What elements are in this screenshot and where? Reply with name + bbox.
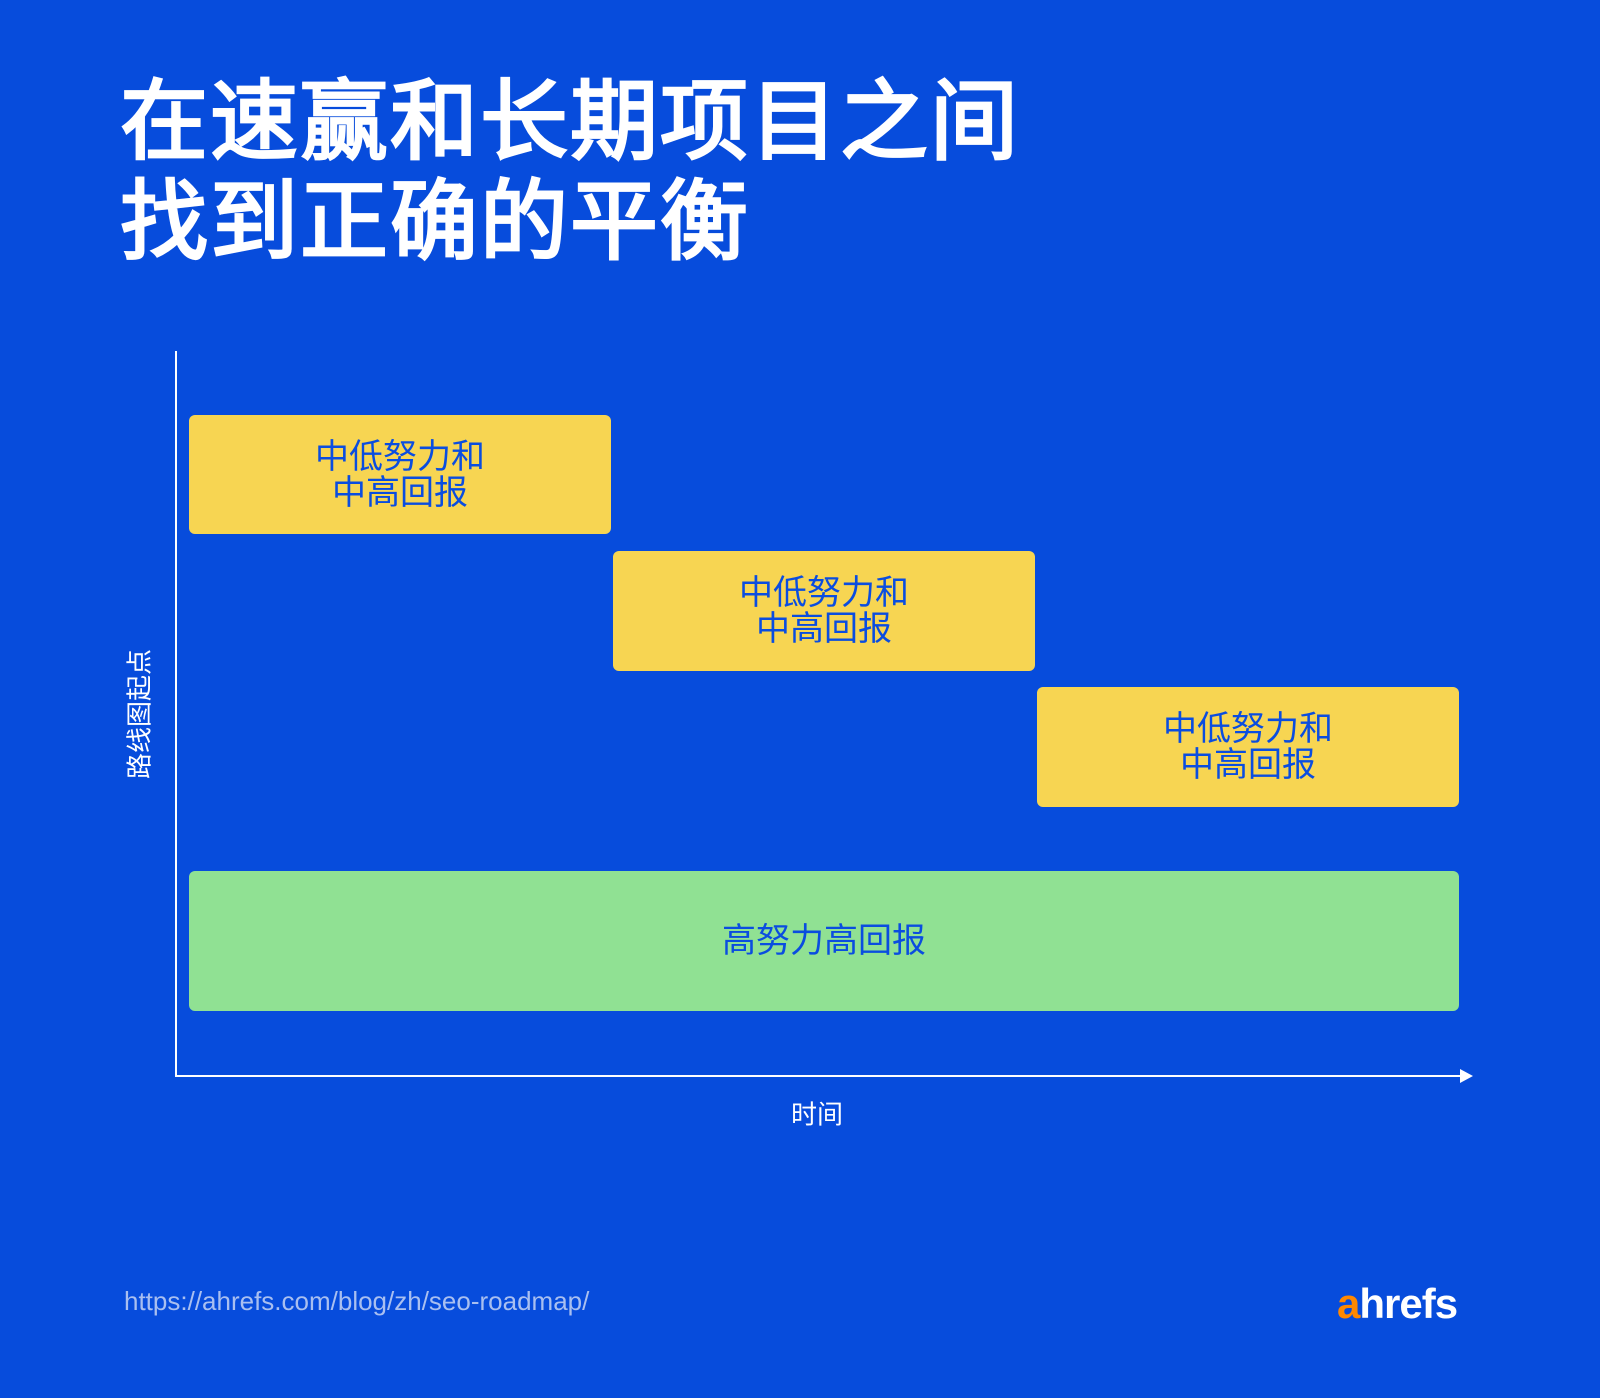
- arrow-right-icon: [1460, 1069, 1473, 1083]
- box-label-line1: 中低努力和: [315, 436, 485, 477]
- quick-win-box-1: 中低努力和 中高回报: [189, 415, 611, 534]
- y-axis-label: 路线图起点: [125, 648, 156, 780]
- box-label-line2: 中高回报: [756, 609, 892, 649]
- x-axis-line: [175, 1075, 1465, 1077]
- box-label-line2: 中高回报: [332, 472, 468, 513]
- title-line-1: 在速赢和长期项目之间: [120, 70, 1021, 173]
- x-axis-label: 时间: [790, 1100, 844, 1131]
- box-label-line1: 中低努力和: [1163, 709, 1333, 749]
- logo-rest: hrefs: [1359, 1280, 1458, 1327]
- y-axis-line: [175, 351, 177, 1077]
- box-label: 高努力高回报: [722, 921, 926, 961]
- title-line-2: 找到正确的平衡: [120, 170, 751, 273]
- quick-win-box-2: 中低努力和 中高回报: [613, 551, 1035, 671]
- box-label-line1: 中低努力和: [739, 573, 909, 613]
- long-term-box: 高努力高回报: [189, 871, 1459, 1011]
- ahrefs-logo: ahrefs: [1337, 1280, 1458, 1328]
- page-title: 在速赢和长期项目之间 找到正确的平衡: [120, 72, 1020, 272]
- box-label-line2: 中高回报: [1180, 745, 1316, 785]
- quick-win-box-3: 中低努力和 中高回报: [1037, 687, 1459, 807]
- logo-a: a: [1337, 1280, 1360, 1327]
- source-url: https://ahrefs.com/blog/zh/seo-roadmap/: [124, 1286, 590, 1316]
